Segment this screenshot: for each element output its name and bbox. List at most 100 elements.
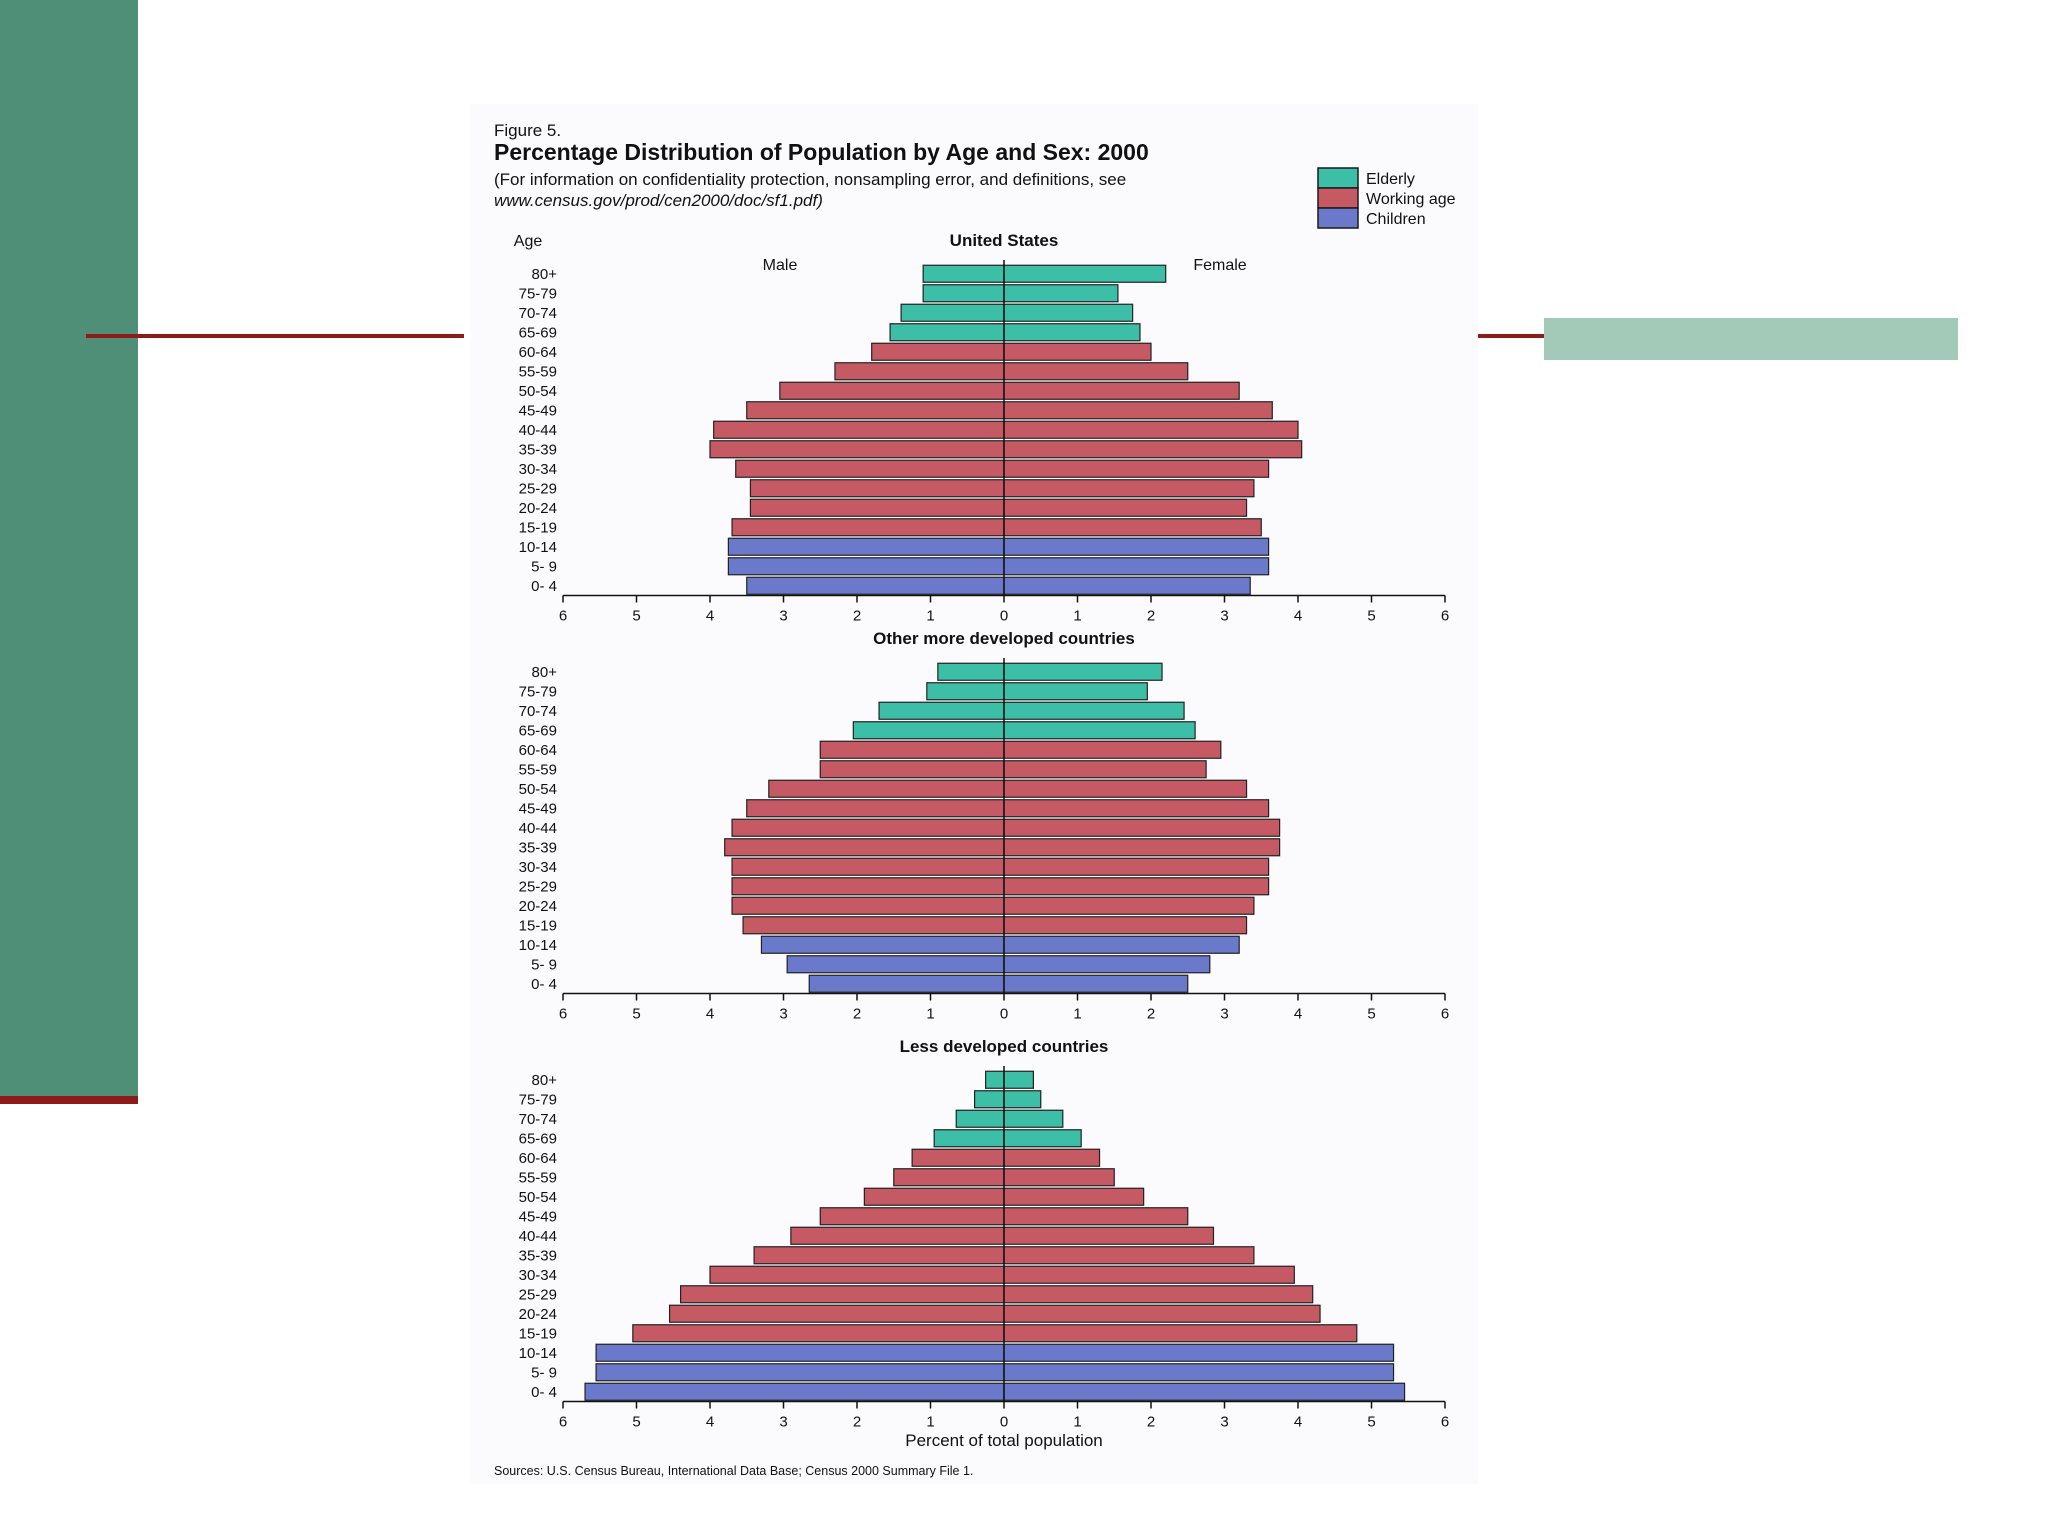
age-tick-label: 25-29: [519, 1287, 557, 1304]
female-bar-65-69: [1003, 1129, 1082, 1148]
female-bar-20-24: [1003, 896, 1255, 915]
male-bar-65-69: [889, 323, 1005, 342]
female-bar-15-19: [1003, 518, 1262, 537]
x-tick-label: 6: [1441, 1414, 1449, 1431]
male-bar-45-49: [819, 1207, 1005, 1226]
x-tick-label: 1: [1073, 1006, 1081, 1023]
male-bar-40-44: [790, 1226, 1005, 1245]
age-tick-label: 15-19: [519, 1326, 557, 1343]
x-tick-label: 1: [926, 608, 934, 625]
age-tick-label: 60-64: [519, 344, 557, 361]
female-bar-75-79: [1003, 284, 1119, 303]
female-bar-15-19: [1003, 1324, 1358, 1343]
age-tick-label: 55-59: [519, 364, 557, 381]
age-tick-label: 50-54: [519, 781, 557, 798]
pyramid-panel-3: Less developed countries80+75-7970-7465-…: [519, 1037, 1450, 1431]
age-tick-label: 30-34: [519, 859, 557, 876]
female-side-label: Female: [1193, 257, 1246, 274]
male-bar-10-14: [727, 537, 1005, 556]
age-tick-label: 35-39: [519, 1248, 557, 1265]
x-tick-label: 4: [706, 1006, 714, 1023]
x-tick-label: 2: [1147, 608, 1155, 625]
age-tick-label: 10-14: [519, 539, 557, 556]
age-tick-label: 10-14: [519, 1345, 557, 1362]
male-bar-50-54: [863, 1187, 1005, 1206]
x-tick-label: 6: [559, 1006, 567, 1023]
male-bar-70-74: [878, 701, 1005, 720]
female-bar-0-4: [1003, 576, 1251, 595]
x-tick-label: 6: [1441, 1006, 1449, 1023]
male-bar-15-19: [632, 1324, 1005, 1343]
age-tick-label: 0- 4: [531, 976, 557, 993]
male-bar-80: [985, 1070, 1005, 1089]
male-bar-70-74: [900, 303, 1005, 322]
x-tick-label: 4: [1294, 1414, 1302, 1431]
male-bar-45-49: [746, 799, 1005, 818]
male-bar-45-49: [746, 401, 1005, 420]
female-bar-35-39: [1003, 838, 1281, 857]
age-tick-label: 70-74: [519, 703, 557, 720]
x-tick-label: 2: [853, 1414, 861, 1431]
male-bar-75-79: [922, 284, 1005, 303]
age-tick-label: 65-69: [519, 325, 557, 342]
panel-title: Other more developed countries: [873, 629, 1135, 648]
x-tick-label: 3: [1220, 1006, 1228, 1023]
female-bar-35-39: [1003, 440, 1303, 459]
panel-title: United States: [950, 231, 1059, 250]
male-bar-30-34: [709, 1265, 1005, 1284]
age-tick-label: 55-59: [519, 1170, 557, 1187]
female-bar-20-24: [1003, 498, 1248, 517]
x-tick-label: 1: [1073, 1414, 1081, 1431]
male-bar-75-79: [974, 1090, 1005, 1109]
male-bar-25-29: [749, 479, 1005, 498]
x-tick-label: 5: [632, 1414, 640, 1431]
age-tick-label: 5- 9: [531, 559, 557, 576]
male-bar-0-4: [584, 1382, 1005, 1401]
age-tick-label: 25-29: [519, 879, 557, 896]
age-tick-label: 65-69: [519, 1131, 557, 1148]
age-tick-label: 30-34: [519, 461, 557, 478]
age-tick-label: 15-19: [519, 918, 557, 935]
male-bar-35-39: [724, 838, 1005, 857]
age-tick-label: 15-19: [519, 520, 557, 537]
female-bar-75-79: [1003, 682, 1148, 701]
male-side-label: Male: [763, 257, 798, 274]
pyramid-panel-1: United States Age Male Female 80+ 75-79 70-74 6…: [514, 231, 1449, 625]
x-tick-label: 6: [1441, 608, 1449, 625]
x-tick-label: 6: [559, 1414, 567, 1431]
x-tick-label: 1: [926, 1006, 934, 1023]
age-tick-label: 40-44: [519, 422, 557, 439]
age-axis-label: Age: [514, 233, 543, 250]
pyramid-panels: United States Age Male Female 80+ 75-79 70-74 6…: [514, 231, 1449, 1431]
x-tick-label: 3: [1220, 1414, 1228, 1431]
x-tick-label: 3: [779, 1006, 787, 1023]
x-tick-label: 2: [853, 1006, 861, 1023]
age-tick-label: 30-34: [519, 1267, 557, 1284]
x-tick-label: 4: [706, 1414, 714, 1431]
figure-title: Percentage Distribution of Population by…: [494, 139, 1149, 165]
male-bar-60-64: [819, 740, 1005, 759]
age-tick-label: 45-49: [519, 403, 557, 420]
female-bar-80: [1003, 1070, 1034, 1089]
age-tick-label: 65-69: [519, 723, 557, 740]
female-bar-65-69: [1003, 323, 1141, 342]
sidebar-bottom-rule: [0, 1096, 138, 1104]
pyramid-panel-2: Other more developed countries 80+ 75-79 70…: [519, 629, 1450, 1023]
female-bar-30-34: [1003, 857, 1270, 876]
female-bar-10-14: [1003, 1343, 1395, 1362]
female-bar-70-74: [1003, 701, 1185, 720]
age-tick-label: 80+: [532, 266, 558, 283]
right-accent-block: [1544, 318, 1958, 360]
x-tick-label: 5: [632, 1006, 640, 1023]
female-bar-5-9: [1003, 955, 1211, 974]
female-bar-0-4: [1003, 974, 1189, 993]
female-bar-40-44: [1003, 1226, 1215, 1245]
female-bar-55-59: [1003, 1168, 1115, 1187]
x-tick-label: 6: [559, 608, 567, 625]
left-divider-rule: [86, 334, 464, 338]
male-bar-55-59: [893, 1168, 1005, 1187]
male-bar-55-59: [834, 362, 1005, 381]
figure-note-line-2: www.census.gov/prod/cen2000/doc/sf1.pdf): [494, 191, 823, 210]
male-bar-50-54: [768, 779, 1005, 798]
age-tick-label: 35-39: [519, 840, 557, 857]
